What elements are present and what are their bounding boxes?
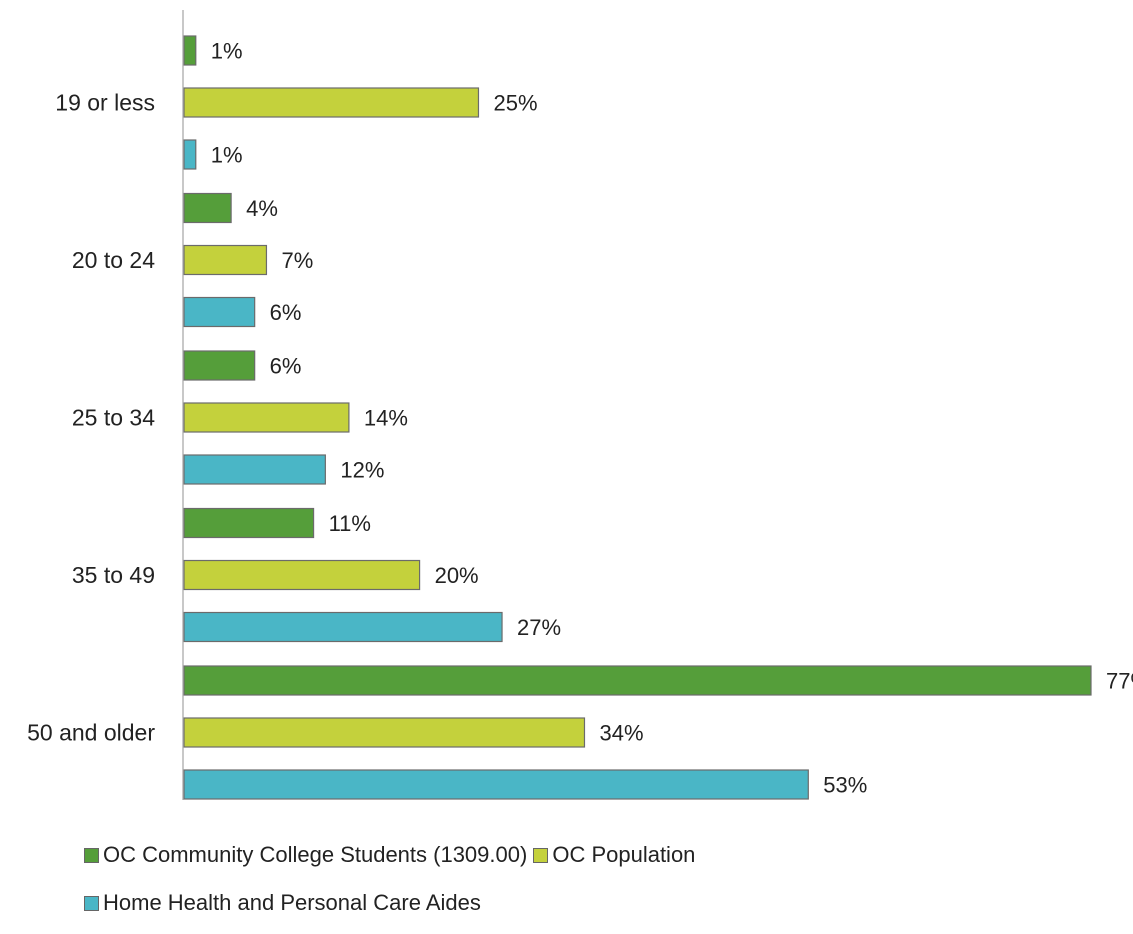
bar: [183, 35, 197, 66]
bar: [183, 350, 256, 381]
legend-swatch: [533, 847, 549, 863]
data-label: 53%: [823, 773, 867, 798]
data-label: 77%: [1106, 669, 1133, 694]
category-label: 19 or less: [55, 90, 155, 116]
data-label: 1%: [211, 143, 243, 168]
data-label: 6%: [270, 354, 302, 379]
bar: [183, 559, 421, 591]
bar: [183, 87, 480, 118]
bar: [183, 454, 326, 485]
data-label: 6%: [270, 300, 302, 325]
legend-row: OC Community College Students (1309.00) O…: [84, 838, 1084, 872]
bar: [183, 611, 503, 643]
data-label: 11%: [329, 511, 371, 536]
bar: [183, 296, 256, 328]
data-label: 4%: [246, 196, 278, 221]
legend-item: OC Population: [533, 842, 695, 868]
legend: OC Community College Students (1309.00) O…: [84, 838, 1084, 934]
legend-item: Home Health and Personal Care Aides: [84, 890, 481, 916]
data-label: 27%: [517, 615, 561, 640]
legend-label: OC Community College Students (1309.00): [103, 842, 528, 867]
legend-row: Home Health and Personal Care Aides: [84, 886, 1084, 920]
bar: [183, 507, 315, 539]
data-label: 34%: [599, 721, 643, 746]
data-label: 7%: [281, 248, 313, 273]
bar: [183, 717, 586, 748]
bar: [183, 665, 1092, 696]
data-label: 25%: [493, 91, 537, 116]
bar: [183, 769, 809, 800]
category-label: 20 to 24: [72, 247, 155, 273]
legend-item: OC Community College Students (1309.00): [84, 842, 527, 868]
bar: [183, 402, 350, 433]
category-label: 50 and older: [27, 720, 155, 746]
legend-swatch: [84, 847, 99, 863]
bar: [183, 244, 268, 276]
bar-chart: 19 or less 1% 25% 1% 20 to 24 4% 7% 6% 25 to 34 6…: [27, 10, 1133, 800]
legend-swatch: [84, 895, 99, 911]
data-label: 20%: [435, 563, 479, 588]
bar: [183, 192, 232, 224]
legend-label: Home Health and Personal Care Aides: [103, 890, 481, 915]
bar: [183, 139, 197, 170]
category-label: 25 to 34: [72, 405, 155, 431]
data-label: 1%: [211, 39, 243, 64]
data-label: 14%: [364, 406, 408, 431]
data-label: 12%: [340, 458, 384, 483]
category-label: 35 to 49: [72, 562, 155, 588]
legend-label: OC Population: [552, 842, 696, 867]
